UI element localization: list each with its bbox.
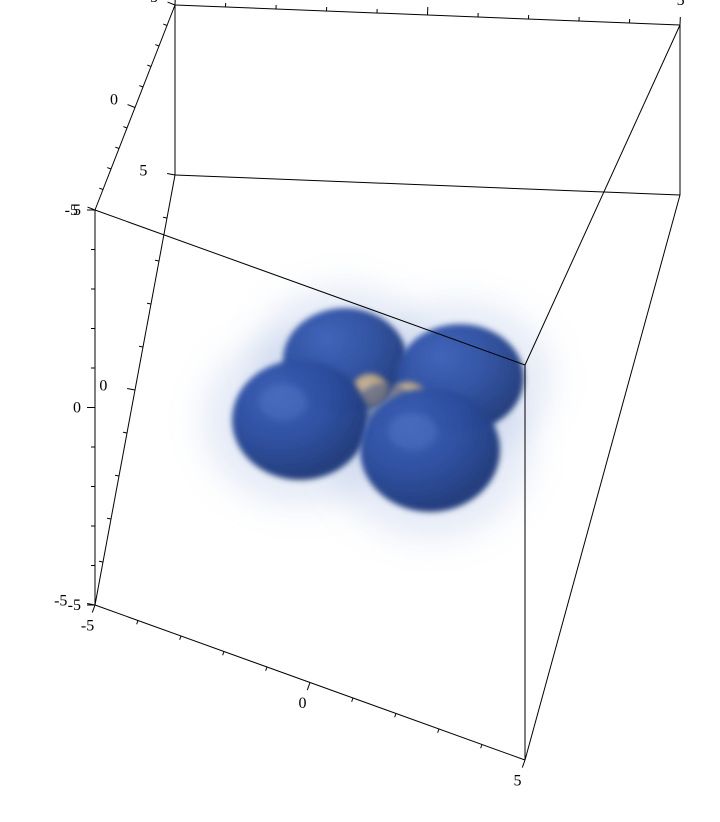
tick-label: 5: [514, 773, 522, 790]
plot-3d-svg: -505-505-505-505-505: [0, 0, 720, 822]
tick-label: -5: [65, 202, 78, 219]
tick-label: 0: [99, 378, 107, 395]
tick-label: 5: [677, 0, 685, 9]
plot-3d-container: -505-505-505-505-505: [0, 0, 720, 822]
tick-label: -5: [68, 597, 81, 614]
orbital-density: [195, 279, 560, 546]
tick-label: 5: [139, 163, 147, 180]
tick-label: -5: [54, 593, 67, 610]
tick-label: 0: [73, 400, 81, 417]
tick-label: 0: [299, 695, 307, 712]
tick-label: 5: [150, 0, 158, 6]
lobe-front-left: [232, 360, 368, 480]
tick-label: -5: [81, 618, 94, 635]
lobe-front-right: [360, 388, 500, 512]
tick-label: 0: [110, 91, 118, 108]
